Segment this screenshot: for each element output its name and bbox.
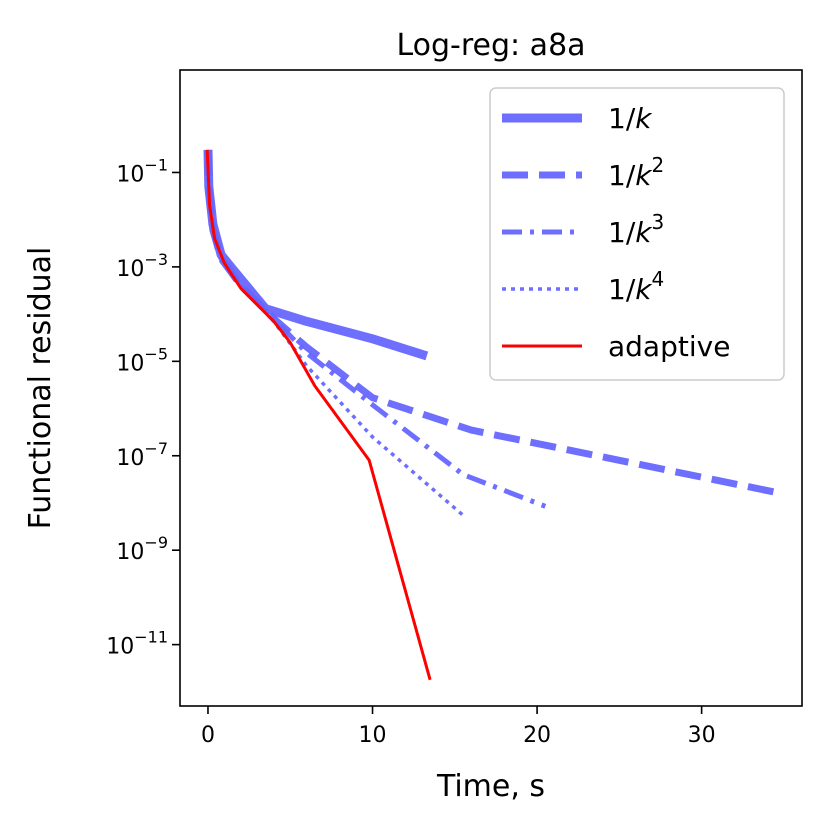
y-tick-label: 10−7 [116, 439, 168, 471]
plot-lines [203, 149, 782, 681]
y-tick-label: 10−1 [116, 155, 168, 187]
x-tick-label: 20 [523, 723, 551, 748]
legend: 1/k 1/k2 1/k3 1/k4 adaptive [489, 87, 785, 381]
y-axis-label: Functional residual [23, 247, 58, 530]
legend-label-2: 1/k3 [608, 210, 664, 249]
x-tick-label: 0 [201, 723, 215, 748]
legend-box [489, 87, 785, 381]
legend-label-3: 1/k4 [608, 267, 664, 306]
x-axis: 0 10 20 30 [201, 706, 716, 748]
y-axis: 10−1 10−3 10−5 10−7 10−9 10−11 [106, 155, 180, 660]
x-tick-label: 30 [688, 723, 716, 748]
legend-label-0: 1/k [608, 102, 653, 135]
legend-label-1: 1/k2 [608, 153, 664, 192]
y-tick-label: 10−9 [116, 533, 168, 565]
plot-frame [179, 69, 803, 707]
y-tick-label: 10−3 [116, 250, 168, 282]
y-tick-label: 10−11 [106, 628, 168, 660]
series-line-4 [205, 149, 432, 681]
y-tick-label: 10−5 [116, 344, 168, 376]
x-axis-label: Time, s [436, 769, 545, 804]
legend-label-4: adaptive [608, 330, 730, 363]
x-tick-label: 10 [359, 723, 387, 748]
chart-title: Log-reg: a8a [396, 28, 585, 63]
